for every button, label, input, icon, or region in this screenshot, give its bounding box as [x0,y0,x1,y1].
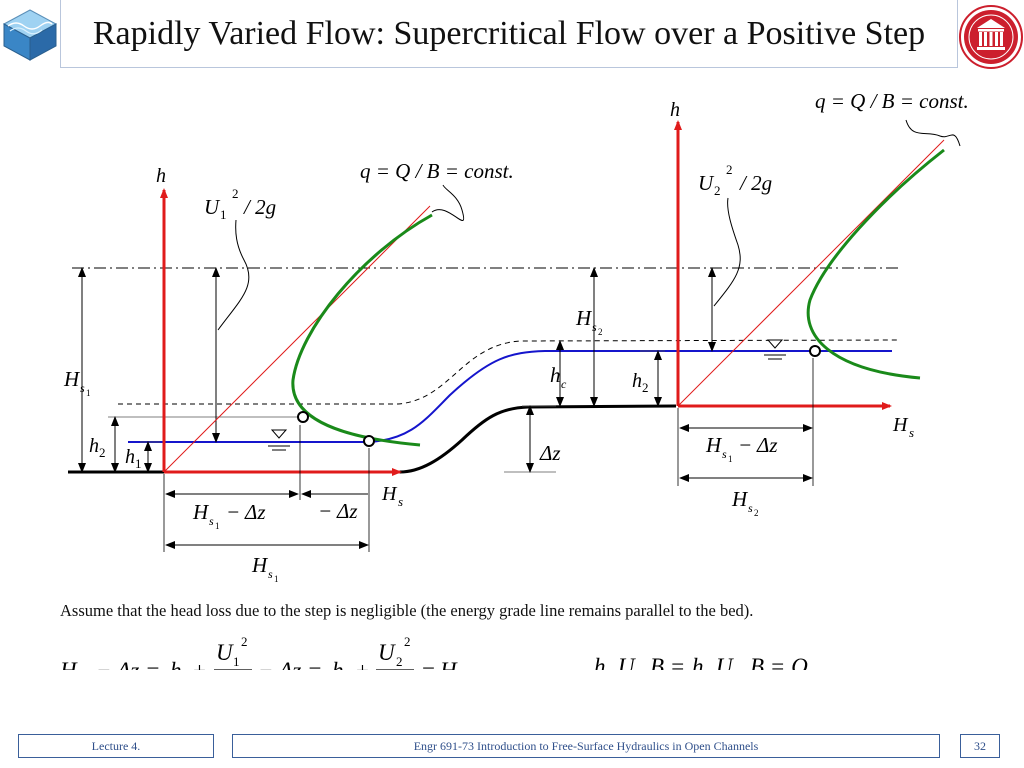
left-point-h2 [297,411,309,423]
right-hs2-subsub: 2 [754,508,759,518]
eq-u1-num: U [216,640,234,665]
cont-u2: U [716,654,734,670]
left-h1-sub: 1 [135,456,142,471]
eq-minus-dz-2: − Δz = [258,658,323,670]
right-h2-label: h [632,370,642,392]
right-hs2-sub: s [748,501,753,515]
footer-lecture: Lecture 4. [18,734,214,758]
left-hs-axis-sub: s [398,494,403,509]
left-h1-label: h [125,446,135,468]
university-seal-icon [958,4,1024,70]
channel-logo-icon [0,0,60,68]
right-u2-label: U [698,171,715,195]
right-u2-tail: / 2g [739,171,772,195]
eq-u1-num-sub: 1 [233,654,240,669]
right-hs1-minus-dz-sub: s [722,447,727,461]
channel-hc-sub: c [561,377,567,391]
right-45deg-line [677,139,945,407]
left-hs1-bottom-sub: s [268,567,273,581]
positive-step-diagram: h H s q = Q / B = const. U 1 2 / 2g H s … [59,89,969,670]
eq-equals-end: = [422,658,435,670]
eq-plus-1: + [193,658,206,670]
water-surface-line [128,350,892,443]
channel-hs2-sub: s [592,320,597,334]
left-u1-tail: / 2g [243,195,276,219]
eq-lhs-h: H [59,658,78,670]
assumption-note: Assume that the head loss due to the ste… [60,601,754,620]
left-point-h1 [363,435,375,447]
left-hs1-sub: s [80,381,85,395]
cont-u1: U [618,654,636,670]
eq-u2-num-sub: 2 [396,654,403,669]
eq-h1: h [170,658,182,670]
left-u1-callout [217,219,250,331]
cont-u2-sub: 2 [735,668,742,670]
cont-h2: h [692,654,704,670]
footer-page-number: 32 [960,734,1000,758]
right-q-label: q = Q / B = const. [815,89,969,113]
cont-b1: B = [650,654,685,670]
right-u2-sup: 2 [726,162,733,177]
channel-hc-label: h [550,363,561,387]
eq-rhs-h: H [439,658,458,670]
cont-h1-sub: 1 [606,668,613,670]
continuity-equation: h 1 U 1 B = h 2 U 2 B = Q [594,654,808,670]
left-h2-label: h [89,435,99,457]
cont-h1: h [594,654,606,670]
eq-u2-num: U [378,640,396,665]
footer-course: Engr 691-73 Introduction to Free-Surface… [232,734,940,758]
right-hs-axis-sub: s [909,425,914,440]
right-h2-sub: 2 [642,380,649,395]
right-point-h2 [809,345,821,357]
right-specific-energy-curve [806,148,945,380]
critical-depth-line [118,339,901,405]
left-hs1-bottom-subsub: 1 [274,574,279,584]
left-u1-label: U [204,195,221,219]
left-h2-sub: 2 [99,445,106,460]
left-hs1-bottom-label: H [251,553,269,577]
cont-h2-sub: 2 [704,668,711,670]
right-q-callout [905,119,961,147]
left-hs1-label: H [63,367,81,391]
left-hs1-minus-dz-label: H [192,500,210,524]
title-frame [60,0,958,68]
eq-plus-2: + [356,658,369,670]
right-hs2-label: H [731,487,749,511]
energy-equation: H s 1 − Δz = h 1 + U 1 2 2g − Δz = h 2 +… [59,634,458,670]
left-hs1-minus-dz-sub: s [209,514,214,528]
right-hs1-minus-dz-subsub: 1 [728,454,733,464]
left-hs1-minus-dz-tail: − Δz [226,500,266,524]
right-hs1-minus-dz-tail: − Δz [738,433,778,457]
right-hs-axis-label: H [892,414,909,436]
left-u1-sub: 1 [220,207,227,222]
left-h-axis-label: h [156,165,166,187]
slide-header: Rapidly Varied Flow: Supercritical Flow … [0,0,1024,70]
channel-bed [68,404,677,474]
channel-dz-label: Δz [539,441,561,465]
left-hs-axis-label: H [381,483,398,505]
eq-u1-num-sup: 2 [241,634,248,649]
right-hs1-minus-dz-label: H [705,433,723,457]
left-q-callout [431,184,465,222]
channel-hs2-subsub: 2 [598,327,603,337]
left-q-label: q = Q / B = const. [360,159,514,183]
water-level-symbol-right [764,339,786,360]
left-hs1-minus-dz-subsub: 1 [215,521,220,531]
eq-u2-num-sup: 2 [404,634,411,649]
channel-hs2-label: H [575,306,593,330]
slide-title: Rapidly Varied Flow: Supercritical Flow … [92,15,926,52]
cont-u1-sub: 1 [635,668,642,670]
cont-b2: B = Q [750,654,808,670]
left-u1-sup: 2 [232,186,239,201]
right-u2-callout [713,197,741,307]
left-45deg-line [163,205,431,473]
eq-h2: h [332,658,344,670]
left-specific-energy-curve [291,213,433,447]
left-hs1-subsub: 1 [86,388,91,398]
water-level-symbol-left [268,429,290,451]
right-u2-sub: 2 [714,183,721,198]
left-minus-dz-label: − Δz [318,499,358,523]
right-h-axis-label: h [670,99,680,121]
eq-minus-dz-1: − Δz = [96,658,161,670]
